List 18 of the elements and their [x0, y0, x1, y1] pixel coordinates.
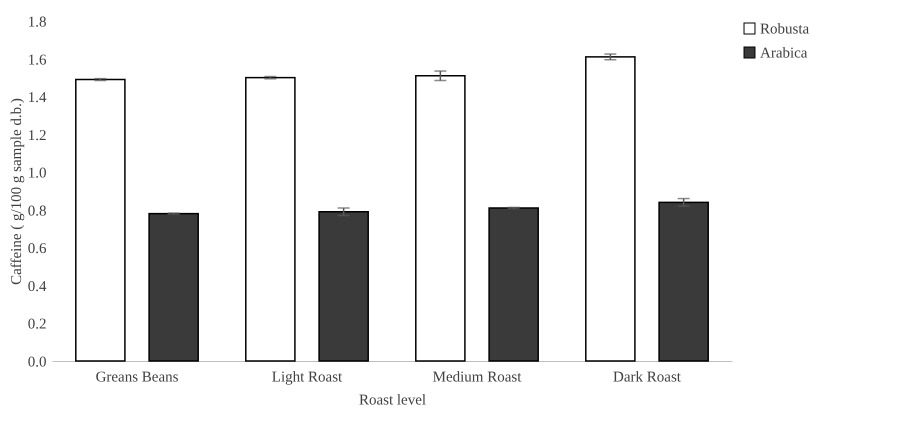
y-tick-label: 1.0	[28, 166, 46, 182]
legend-label: Arabica	[760, 46, 808, 62]
x-axis-title: Roast level	[358, 392, 426, 408]
y-tick-label: 0.0	[28, 354, 46, 370]
x-tick-label: Greans Beans	[96, 370, 179, 386]
y-tick-label: 1.8	[28, 14, 46, 30]
y-tick-label: 0.2	[28, 316, 46, 333]
x-tick-label: Medium Roast	[432, 370, 522, 386]
y-tick-label: 0.6	[28, 241, 47, 258]
y-tick-label: 1.2	[28, 128, 46, 144]
y-tick-label: 0.4	[28, 278, 47, 295]
x-tick-label: Light Roast	[272, 370, 344, 386]
x-tick-label: Dark Roast	[613, 370, 682, 386]
y-tick-label: 0.8	[28, 203, 46, 220]
y-tick-label: 1.4	[28, 90, 47, 106]
legend-label: Robusta	[760, 22, 810, 38]
y-axis-title: Caffeine ( g/100 g sample d.b.)	[8, 98, 25, 285]
y-tick-label: 1.6	[28, 52, 47, 68]
